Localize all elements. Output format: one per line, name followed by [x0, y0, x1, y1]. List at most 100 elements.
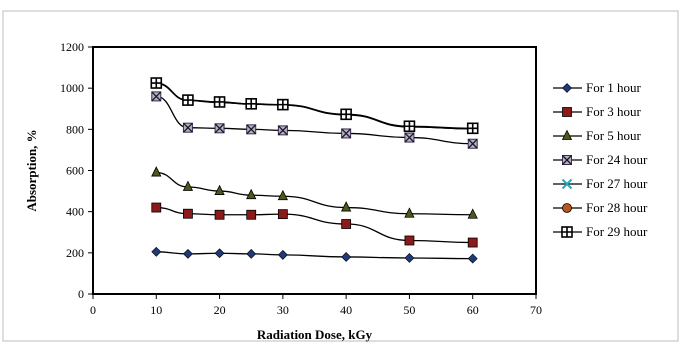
x-tick-label: 50: [403, 303, 415, 317]
data-point: [182, 94, 194, 106]
data-point-cross: [404, 121, 415, 132]
data-point: [214, 209, 225, 220]
data-point: [340, 201, 352, 212]
legend-label: For 29 hour: [586, 224, 648, 239]
x-tick-label: 70: [530, 303, 542, 317]
series-3: [151, 166, 478, 219]
data-point-cross: [277, 99, 288, 110]
legend-label: For 28 hour: [586, 200, 648, 215]
data-point: [246, 209, 257, 220]
x-tick-label: 30: [277, 303, 289, 317]
data-point: [246, 248, 257, 259]
data-point: [467, 237, 478, 248]
data-point: [341, 219, 352, 229]
data-point: [150, 77, 163, 89]
legend-label: For 3 hour: [586, 104, 642, 119]
data-point-cross: [467, 138, 478, 149]
y-tick-label: 200: [66, 246, 84, 260]
data-point: [404, 235, 415, 246]
data-point-cross: [182, 95, 193, 106]
y-axis-title: Absorption, %: [24, 129, 39, 211]
data-point: [277, 249, 288, 260]
data-point: [246, 188, 257, 200]
data-point-cross: [277, 125, 288, 136]
legend-item: For 29 hour: [553, 224, 648, 239]
data-point-cross: [214, 123, 225, 134]
data-point: [404, 132, 415, 143]
data-point: [277, 98, 289, 111]
series-1: [151, 246, 478, 264]
series-layer: [150, 77, 479, 264]
legend-label: For 24 hour: [586, 152, 648, 167]
data-point-cross: [341, 128, 352, 139]
y-tick-label: 1200: [60, 40, 84, 54]
legend: For 1 hour For 3 hour For 5 hour For 24 hou…: [553, 80, 648, 239]
data-point: [467, 208, 478, 219]
data-point-cross: [246, 124, 257, 135]
data-point: [245, 98, 258, 110]
data-point: [213, 96, 226, 108]
x-tick-label: 10: [150, 303, 162, 317]
data-point: [214, 184, 225, 195]
data-point: [151, 246, 162, 257]
data-point-cross: [182, 122, 193, 133]
y-tick-label: 600: [66, 164, 84, 178]
y-tick-label: 0: [78, 287, 84, 301]
data-point: [246, 124, 257, 135]
legend-item: For 5 hour: [553, 128, 642, 143]
data-point: [182, 122, 193, 133]
legend-marker: [562, 83, 572, 93]
data-point: [404, 253, 415, 263]
data-point: [467, 138, 478, 149]
data-point-cross: [151, 78, 162, 89]
data-point-cross: [214, 96, 225, 107]
data-point-cross: [151, 91, 162, 102]
data-point: [183, 248, 193, 259]
y-tick-label: 400: [66, 205, 84, 219]
data-point: [214, 248, 225, 259]
legend-marker: [562, 155, 572, 165]
legend-item: For 28 hour: [553, 200, 648, 215]
data-point: [466, 122, 479, 135]
series-line: [156, 251, 473, 260]
data-point: [340, 108, 352, 121]
legend-item: For 1 hour: [553, 80, 642, 95]
data-point: [277, 209, 288, 220]
data-point: [467, 253, 478, 264]
data-point-cross: [404, 132, 415, 143]
y-tick-label: 800: [66, 122, 84, 136]
data-point: [151, 202, 162, 213]
chart-outer-border: [2, 10, 679, 342]
data-point: [151, 91, 162, 102]
data-point: [214, 123, 225, 134]
data-point: [151, 166, 162, 177]
legend-label: For 5 hour: [586, 128, 642, 143]
data-point: [404, 207, 415, 218]
x-tick-label: 60: [467, 303, 479, 317]
data-point: [277, 189, 289, 201]
data-point-cross: [341, 109, 352, 120]
data-point: [403, 120, 416, 133]
data-point: [277, 125, 288, 136]
legend-item: For 24 hour: [553, 152, 648, 167]
legend-marker: [561, 178, 573, 190]
legend-marker: [561, 129, 573, 140]
legend-marker: [561, 226, 573, 238]
legend-item: For 27 hour: [553, 176, 648, 191]
legend-label: For 27 hour: [586, 176, 648, 191]
x-axis-title: Radiation Dose, kGy: [257, 327, 373, 342]
x-tick-label: 0: [90, 303, 96, 317]
series-4: [151, 91, 478, 149]
data-point: [341, 128, 352, 139]
data-point: [341, 252, 352, 262]
legend-marker-cross: [562, 155, 572, 165]
y-tick-label: 1000: [60, 81, 84, 95]
data-point: [182, 180, 194, 191]
legend-item: For 3 hour: [553, 104, 642, 119]
axis-ticks: 0 200 400 600 800 1000 1200 0 10 20 30 40 50 60 70: [60, 40, 542, 317]
x-tick-label: 40: [340, 303, 352, 317]
data-point: [183, 208, 193, 219]
legend-marker: [562, 107, 572, 117]
